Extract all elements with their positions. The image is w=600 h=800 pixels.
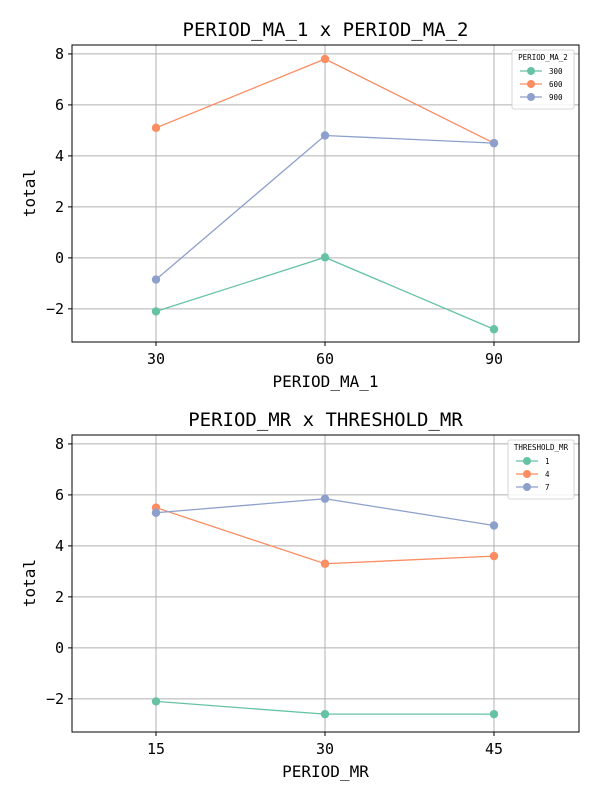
legend-marker-300 <box>527 67 535 75</box>
x-axis-label: PERIOD_MR <box>282 762 369 781</box>
chart-title: PERIOD_MR x THRESHOLD_MR <box>188 409 463 431</box>
data-point-7 <box>151 508 161 517</box>
data-point-4 <box>320 559 330 568</box>
data-point-600 <box>320 54 330 64</box>
legend: PERIOD_MA_2 300 600 900 <box>511 49 575 110</box>
data-point-600 <box>151 123 161 133</box>
legend-box <box>511 49 575 110</box>
x-tick-label: 90 <box>485 350 503 368</box>
data-point-7 <box>320 494 330 503</box>
y-axis-label: total <box>20 169 39 217</box>
x-tick-label: 30 <box>147 350 165 368</box>
y-tick-label: 2 <box>55 198 64 216</box>
data-point-900 <box>151 275 161 284</box>
y-tick-label: 0 <box>55 249 64 267</box>
legend-marker-1 <box>523 457 531 465</box>
chart-panel-1: −2 0 2 4 6 8 30 60 90 PERIOD_MA_1 x PERIOD_MA_2 PE… <box>20 19 580 391</box>
data-point-7 <box>489 521 499 530</box>
y-tick-label: 4 <box>55 147 64 165</box>
data-point-4 <box>489 551 499 561</box>
y-tick-label: 6 <box>55 96 64 114</box>
legend-marker-600 <box>527 80 535 88</box>
y-tick-label: 2 <box>55 588 64 606</box>
x-axis-label: PERIOD_MA_1 <box>273 372 379 391</box>
x-tick-label: 60 <box>316 350 334 368</box>
chart-title: PERIOD_MA_1 x PERIOD_MA_2 <box>183 19 469 41</box>
legend-label-600: 600 <box>549 80 563 89</box>
legend-title: THRESHOLD_MR <box>514 443 569 452</box>
legend-marker-900 <box>527 93 535 101</box>
legend-label-1: 1 <box>545 457 550 466</box>
legend-label-7: 7 <box>545 483 550 492</box>
y-tick-label: 4 <box>55 537 64 555</box>
y-tick-label: −2 <box>46 690 64 708</box>
x-tick-label: 15 <box>147 740 165 758</box>
legend-label-4: 4 <box>545 470 550 479</box>
chart-panel-2: −2 0 2 4 6 8 15 30 45 PERIOD_MR x THRESHOLD_MR PER… <box>20 409 580 781</box>
y-tick-label: 8 <box>55 435 64 453</box>
legend-marker-4 <box>523 470 531 478</box>
y-axis-label: total <box>20 559 39 607</box>
data-point-1 <box>489 709 499 719</box>
legend-label-300: 300 <box>549 67 563 76</box>
legend-label-900: 900 <box>549 93 563 102</box>
x-tick-label: 30 <box>316 740 334 758</box>
data-point-1 <box>151 697 161 706</box>
y-tick-label: −2 <box>46 300 64 318</box>
legend-marker-7 <box>523 483 531 491</box>
y-tick-label: 6 <box>55 486 64 504</box>
data-point-300 <box>151 307 161 316</box>
y-tick-label: 8 <box>55 45 64 63</box>
data-point-900 <box>320 131 330 140</box>
data-point-1 <box>320 709 330 719</box>
data-point-300 <box>489 325 499 334</box>
data-point-300 <box>320 253 330 262</box>
legend-title: PERIOD_MA_2 <box>518 53 568 62</box>
x-tick-label: 45 <box>485 740 503 758</box>
legend: THRESHOLD_MR 1 4 7 <box>507 439 575 500</box>
data-point-900 <box>489 138 499 148</box>
y-tick-label: 0 <box>55 639 64 657</box>
